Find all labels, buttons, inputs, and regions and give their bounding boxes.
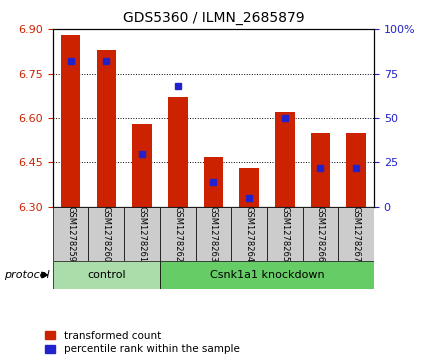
Text: GSM1278266: GSM1278266: [316, 206, 325, 262]
Bar: [239, 168, 259, 207]
Bar: [267, 207, 303, 261]
Legend: transformed count, percentile rank within the sample: transformed count, percentile rank withi…: [45, 331, 239, 354]
Bar: [275, 112, 295, 207]
Text: GSM1278261: GSM1278261: [138, 206, 147, 262]
Bar: [231, 207, 267, 261]
Bar: [88, 207, 124, 261]
Bar: [168, 97, 187, 207]
Title: GDS5360 / ILMN_2685879: GDS5360 / ILMN_2685879: [123, 11, 304, 25]
Text: GSM1278260: GSM1278260: [102, 206, 111, 262]
Bar: [303, 207, 338, 261]
Bar: [53, 261, 160, 289]
Bar: [124, 207, 160, 261]
Text: Csnk1a1 knockdown: Csnk1a1 knockdown: [209, 270, 324, 280]
Text: GSM1278264: GSM1278264: [245, 206, 253, 262]
Text: GSM1278267: GSM1278267: [352, 206, 361, 262]
Text: control: control: [87, 270, 126, 280]
Bar: [346, 133, 366, 207]
Bar: [311, 133, 330, 207]
Text: GSM1278263: GSM1278263: [209, 206, 218, 262]
Text: GSM1278262: GSM1278262: [173, 206, 182, 262]
Bar: [160, 261, 374, 289]
Bar: [132, 124, 152, 207]
Bar: [160, 207, 195, 261]
Bar: [53, 207, 88, 261]
Text: GSM1278259: GSM1278259: [66, 206, 75, 262]
Text: protocol: protocol: [4, 270, 50, 280]
Bar: [204, 156, 223, 207]
Bar: [195, 207, 231, 261]
Bar: [338, 207, 374, 261]
Text: GSM1278265: GSM1278265: [280, 206, 289, 262]
Bar: [96, 50, 116, 207]
Bar: [61, 35, 81, 207]
